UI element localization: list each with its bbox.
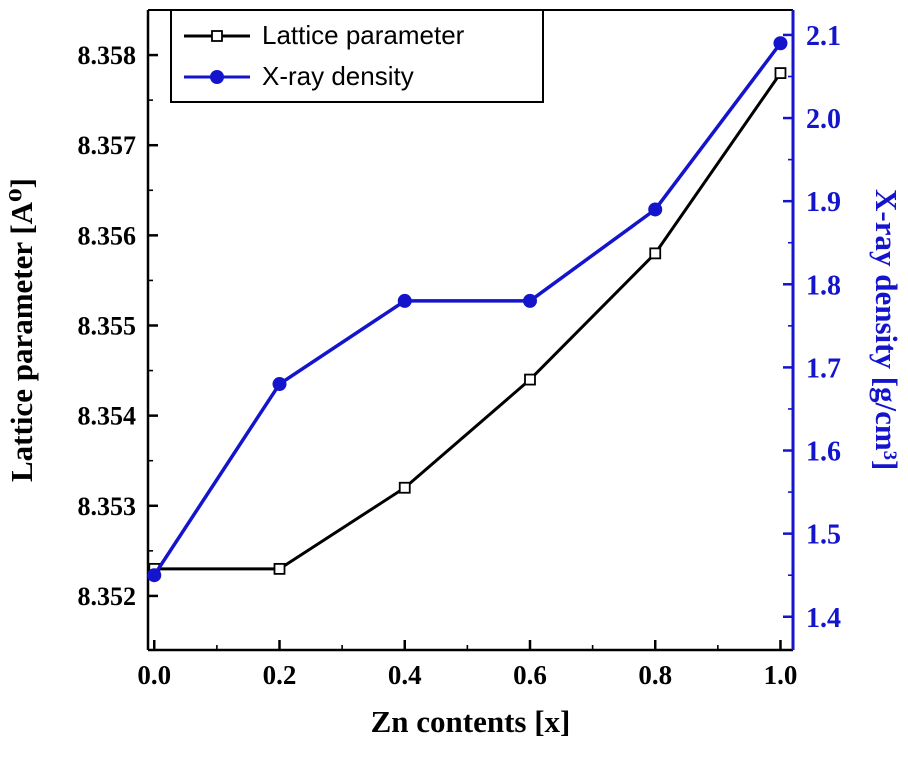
- x-tick-label: 0.4: [388, 660, 422, 690]
- series-line-lattice-parameter: [152, 71, 782, 571]
- left-axis-title: Lattice parameter [A⁰]: [4, 178, 39, 482]
- marker-open-square: [649, 247, 662, 260]
- legend-entry: Lattice parameter: [182, 16, 526, 55]
- x-tick-label: 0.2: [263, 660, 297, 690]
- marker-filled-circle: [773, 36, 788, 51]
- right-tick-label: 1.6: [806, 437, 841, 468]
- marker-filled-circle: [272, 377, 287, 392]
- right-tick-label: 1.8: [806, 270, 841, 301]
- x-axis-title: Zn contents [x]: [370, 704, 571, 739]
- right-tick-label: 1.9: [806, 187, 841, 218]
- marker-open-square: [398, 481, 411, 494]
- marker-open-square: [273, 562, 286, 575]
- legend-entry-label: Lattice parameter: [262, 20, 465, 50]
- marker-filled-circle: [522, 293, 537, 308]
- right-tick-label: 2.1: [806, 21, 841, 52]
- right-tick-label: 2.0: [806, 104, 841, 135]
- left-tick-label: 8.357: [78, 131, 137, 160]
- series-line-xray-density: [152, 41, 783, 577]
- right-tick-label: 1.7: [806, 353, 841, 384]
- right-axis-title: X-ray density [g/cm³]: [869, 189, 904, 471]
- right-tick-label: 1.5: [806, 520, 841, 551]
- legend-entry-label: X-ray density: [262, 61, 414, 91]
- left-tick-label: 8.356: [78, 221, 137, 250]
- legend-filled-circle-icon: [184, 69, 250, 84]
- left-tick-label: 8.355: [78, 311, 137, 340]
- x-tick-label: 0.0: [137, 660, 171, 690]
- x-tick-label: 0.8: [638, 660, 672, 690]
- left-tick-label: 8.358: [78, 41, 137, 70]
- left-tick-label: 8.353: [78, 492, 137, 521]
- right-tick-label: 1.4: [806, 603, 841, 634]
- left-tick-label: 8.352: [78, 582, 137, 611]
- x-tick-label: 0.6: [513, 660, 547, 690]
- marker-open-square: [524, 373, 536, 386]
- legend-open-square-icon: [184, 29, 250, 42]
- legend: Lattice parameter X-ray density: [170, 9, 544, 103]
- marker-filled-circle: [147, 568, 162, 583]
- marker-filled-circle: [397, 293, 412, 308]
- x-tick-label: 1.0: [764, 660, 798, 690]
- legend-entry: X-ray density: [182, 57, 526, 96]
- marker-open-square: [774, 67, 787, 79]
- left-tick-label: 8.354: [78, 402, 137, 431]
- marker-filled-circle: [648, 202, 663, 217]
